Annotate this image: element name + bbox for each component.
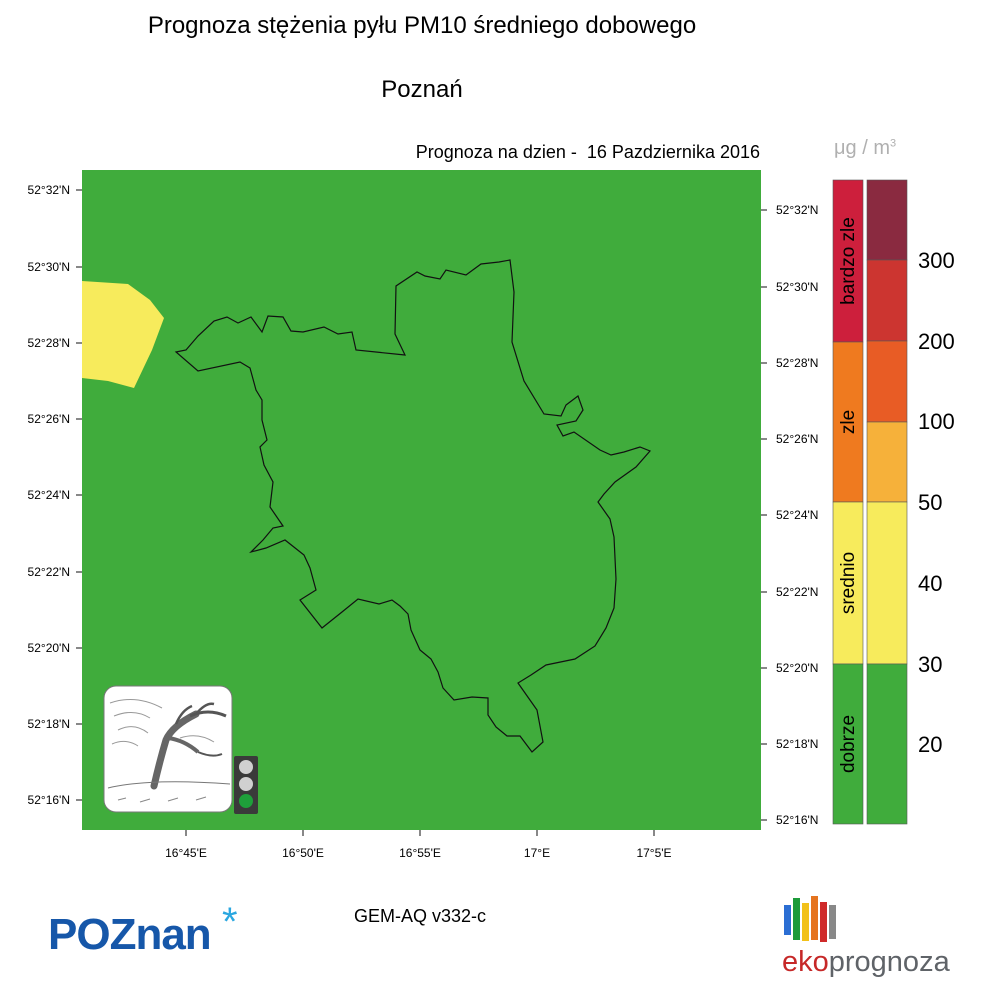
category-label-bardzo-zle: bardzo zle — [838, 217, 859, 305]
map-title: Prognoza stężenia pyłu PM10 średniego do… — [147, 12, 697, 39]
unit-label: μg / m3 — [834, 137, 896, 160]
scale-swatch-2 — [866, 259, 908, 342]
scale-value: 100 — [918, 409, 955, 434]
lat-label-right: 52°18'N — [776, 737, 819, 751]
ekoprognoza-logo-icon — [784, 896, 836, 942]
category-bardzo-zle — [832, 179, 864, 343]
lat-label-right: 52°30'N — [776, 280, 819, 294]
unit-mu: μg — [834, 137, 857, 159]
map-ticks — [76, 189, 767, 836]
poznan-city-boundary — [174, 259, 652, 753]
category-dobrze — [832, 663, 864, 825]
lon-label: 16°50'E — [282, 846, 324, 860]
category-zle — [832, 341, 864, 503]
lat-label-right: 52°22'N — [776, 585, 819, 599]
lat-label-right: 52°32'N — [776, 203, 819, 217]
traffic-light-icon — [234, 756, 258, 814]
category-label-zle: zle — [838, 409, 859, 435]
forecast-label: Prognoza na dzien - — [415, 142, 577, 162]
lat-label-right: 52°28'N — [776, 356, 819, 370]
lat-label-left: 52°26'N — [27, 412, 70, 426]
category-srednio — [832, 501, 864, 665]
model-version: GEM-AQ v332-c — [354, 906, 487, 926]
ekoprognoza-logo-eko: eko — [782, 946, 829, 978]
scale-swatch-6 — [866, 663, 908, 825]
lat-label-right: 52°16'N — [776, 813, 819, 827]
scale-value: 40 — [918, 571, 943, 596]
category-label-dobrze: dobrze — [838, 714, 859, 774]
scale-value: 300 — [918, 248, 955, 273]
lat-label-right: 52°24'N — [776, 508, 819, 522]
lat-label-left: 52°30'N — [27, 260, 70, 274]
lat-label-left: 52°22'N — [27, 565, 70, 579]
scale-swatch-4 — [866, 421, 908, 503]
poznan-logo: POZnan — [48, 910, 212, 960]
unit-slash: / — [862, 137, 868, 159]
lat-label-left: 52°16'N — [27, 793, 70, 807]
lon-label: 17°5'E — [636, 846, 672, 860]
lon-label: 16°45'E — [165, 846, 207, 860]
lat-label-left: 52°28'N — [27, 336, 70, 350]
lon-label: 16°55'E — [399, 846, 441, 860]
scale-value: 50 — [918, 490, 943, 515]
category-label-srednio: srednio — [838, 551, 859, 615]
scale-value: 30 — [918, 652, 943, 677]
scale-swatch-1 — [866, 179, 908, 261]
scale-value: 20 — [918, 732, 943, 757]
poznan-logo-upper: POZ — [48, 910, 136, 959]
wind-tree-icon — [103, 685, 233, 813]
scale-swatch-3 — [866, 340, 908, 423]
category-bar — [832, 179, 864, 825]
lat-label-left: 52°24'N — [27, 488, 70, 502]
lat-label-left: 52°20'N — [27, 641, 70, 655]
color-scale — [866, 179, 908, 825]
scale-value: 200 — [918, 329, 955, 354]
lat-label-right: 52°26'N — [776, 432, 819, 446]
map-subtitle: Poznań — [381, 76, 463, 103]
lon-label: 17°E — [523, 846, 551, 860]
forecast-date-line: Prognoza na dzien - 16 Pazdziernika 2016 — [416, 142, 760, 163]
poznan-star-icon: * — [222, 900, 238, 944]
unit-exp: 3 — [890, 137, 897, 150]
high-concentration-zone — [82, 281, 164, 388]
scale-swatch-5 — [866, 501, 908, 665]
forecast-date: 16 Pazdziernika 2016 — [586, 142, 760, 162]
poznan-logo-lower: nan — [135, 910, 211, 959]
lat-label-right: 52°20'N — [776, 661, 819, 675]
ekoprognoza-logo: ekoprognoza — [782, 946, 950, 979]
ekoprognoza-logo-prognoza: prognoza — [828, 946, 950, 978]
lat-label-left: 52°18'N — [27, 717, 70, 731]
unit-m: m — [873, 137, 891, 159]
lat-label-left: 52°32'N — [27, 183, 70, 197]
